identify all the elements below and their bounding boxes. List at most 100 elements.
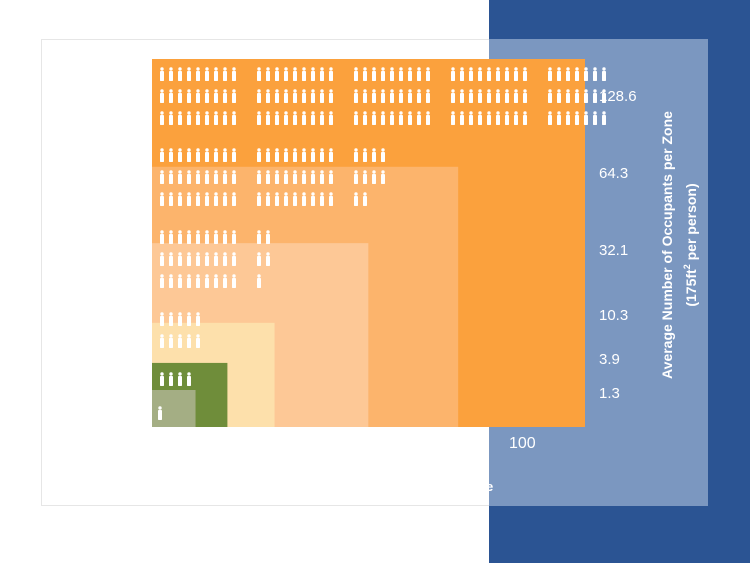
person-icon	[478, 111, 482, 125]
person-icon	[257, 111, 261, 125]
tick-label-10-3: 10.3	[599, 307, 629, 324]
person-icon	[399, 89, 403, 103]
person-icon	[381, 89, 385, 103]
person-icon	[593, 67, 597, 81]
person-icon	[399, 67, 403, 81]
person-icon	[160, 334, 164, 348]
person-icon	[602, 67, 606, 81]
person-icon	[284, 67, 288, 81]
person-icon	[178, 230, 182, 244]
person-icon	[205, 89, 209, 103]
person-icon	[223, 89, 227, 103]
person-icon	[320, 148, 324, 162]
person-icon	[178, 89, 182, 103]
person-icon	[257, 148, 261, 162]
person-icon	[275, 89, 279, 103]
person-icon	[187, 230, 191, 244]
person-icon	[302, 148, 306, 162]
person-icon	[232, 67, 236, 81]
tick-label-32-1: 32.1	[599, 242, 629, 259]
person-icon	[284, 111, 288, 125]
person-icon	[187, 274, 191, 288]
person-icon	[232, 274, 236, 288]
person-icon	[187, 192, 191, 206]
person-icon	[178, 148, 182, 162]
person-icon	[178, 312, 182, 326]
person-icon	[169, 111, 173, 125]
person-icon	[584, 89, 588, 103]
person-icon	[257, 230, 261, 244]
person-icon	[523, 111, 527, 125]
person-icon	[196, 192, 200, 206]
person-icon	[214, 230, 218, 244]
person-icon	[311, 148, 315, 162]
person-icon	[178, 111, 182, 125]
person-icon	[557, 111, 561, 125]
person-icon	[178, 170, 182, 184]
person-icon	[160, 372, 164, 386]
person-icon	[390, 89, 394, 103]
person-icon	[451, 67, 455, 81]
person-icon	[557, 89, 561, 103]
person-icon	[302, 67, 306, 81]
person-icon	[302, 111, 306, 125]
person-icon	[390, 67, 394, 81]
person-icon	[275, 111, 279, 125]
person-icon	[178, 334, 182, 348]
person-icon	[469, 67, 473, 81]
person-icon	[223, 192, 227, 206]
person-icon	[178, 252, 182, 266]
person-icon	[381, 111, 385, 125]
person-icon	[232, 111, 236, 125]
person-icon	[223, 148, 227, 162]
person-icon	[275, 67, 279, 81]
person-icon	[311, 192, 315, 206]
person-icon	[169, 274, 173, 288]
person-icon	[275, 170, 279, 184]
person-icon	[354, 148, 358, 162]
person-icon	[566, 89, 570, 103]
person-icon	[363, 111, 367, 125]
person-icon	[232, 89, 236, 103]
person-icon	[284, 148, 288, 162]
person-icon	[205, 170, 209, 184]
person-icon	[496, 67, 500, 81]
person-icon	[514, 67, 518, 81]
person-icon	[408, 67, 412, 81]
person-icon	[408, 111, 412, 125]
tick-label-3-9: 3.9	[599, 351, 620, 368]
person-icon	[363, 89, 367, 103]
person-icon	[329, 148, 333, 162]
person-icon	[214, 170, 218, 184]
person-icon	[417, 67, 421, 81]
person-icon	[460, 67, 464, 81]
person-icon	[232, 192, 236, 206]
person-icon	[214, 89, 218, 103]
person-icon	[372, 148, 376, 162]
person-icon	[266, 230, 270, 244]
person-icon	[275, 192, 279, 206]
person-icon	[593, 89, 597, 103]
person-icon	[196, 334, 200, 348]
person-icon	[354, 111, 358, 125]
person-icon	[478, 67, 482, 81]
person-icon	[575, 67, 579, 81]
person-icon	[575, 89, 579, 103]
person-icon	[169, 252, 173, 266]
person-icon	[381, 148, 385, 162]
person-icon	[320, 89, 324, 103]
person-icon	[257, 192, 261, 206]
person-icon	[196, 312, 200, 326]
person-icon	[187, 67, 191, 81]
person-icon	[257, 274, 261, 288]
person-icon	[214, 252, 218, 266]
person-icon	[487, 89, 491, 103]
person-icon	[169, 312, 173, 326]
person-icon	[196, 274, 200, 288]
person-icon	[417, 89, 421, 103]
person-icon	[169, 372, 173, 386]
person-icon	[232, 252, 236, 266]
person-icon	[478, 89, 482, 103]
person-icon	[169, 148, 173, 162]
person-icon	[232, 148, 236, 162]
